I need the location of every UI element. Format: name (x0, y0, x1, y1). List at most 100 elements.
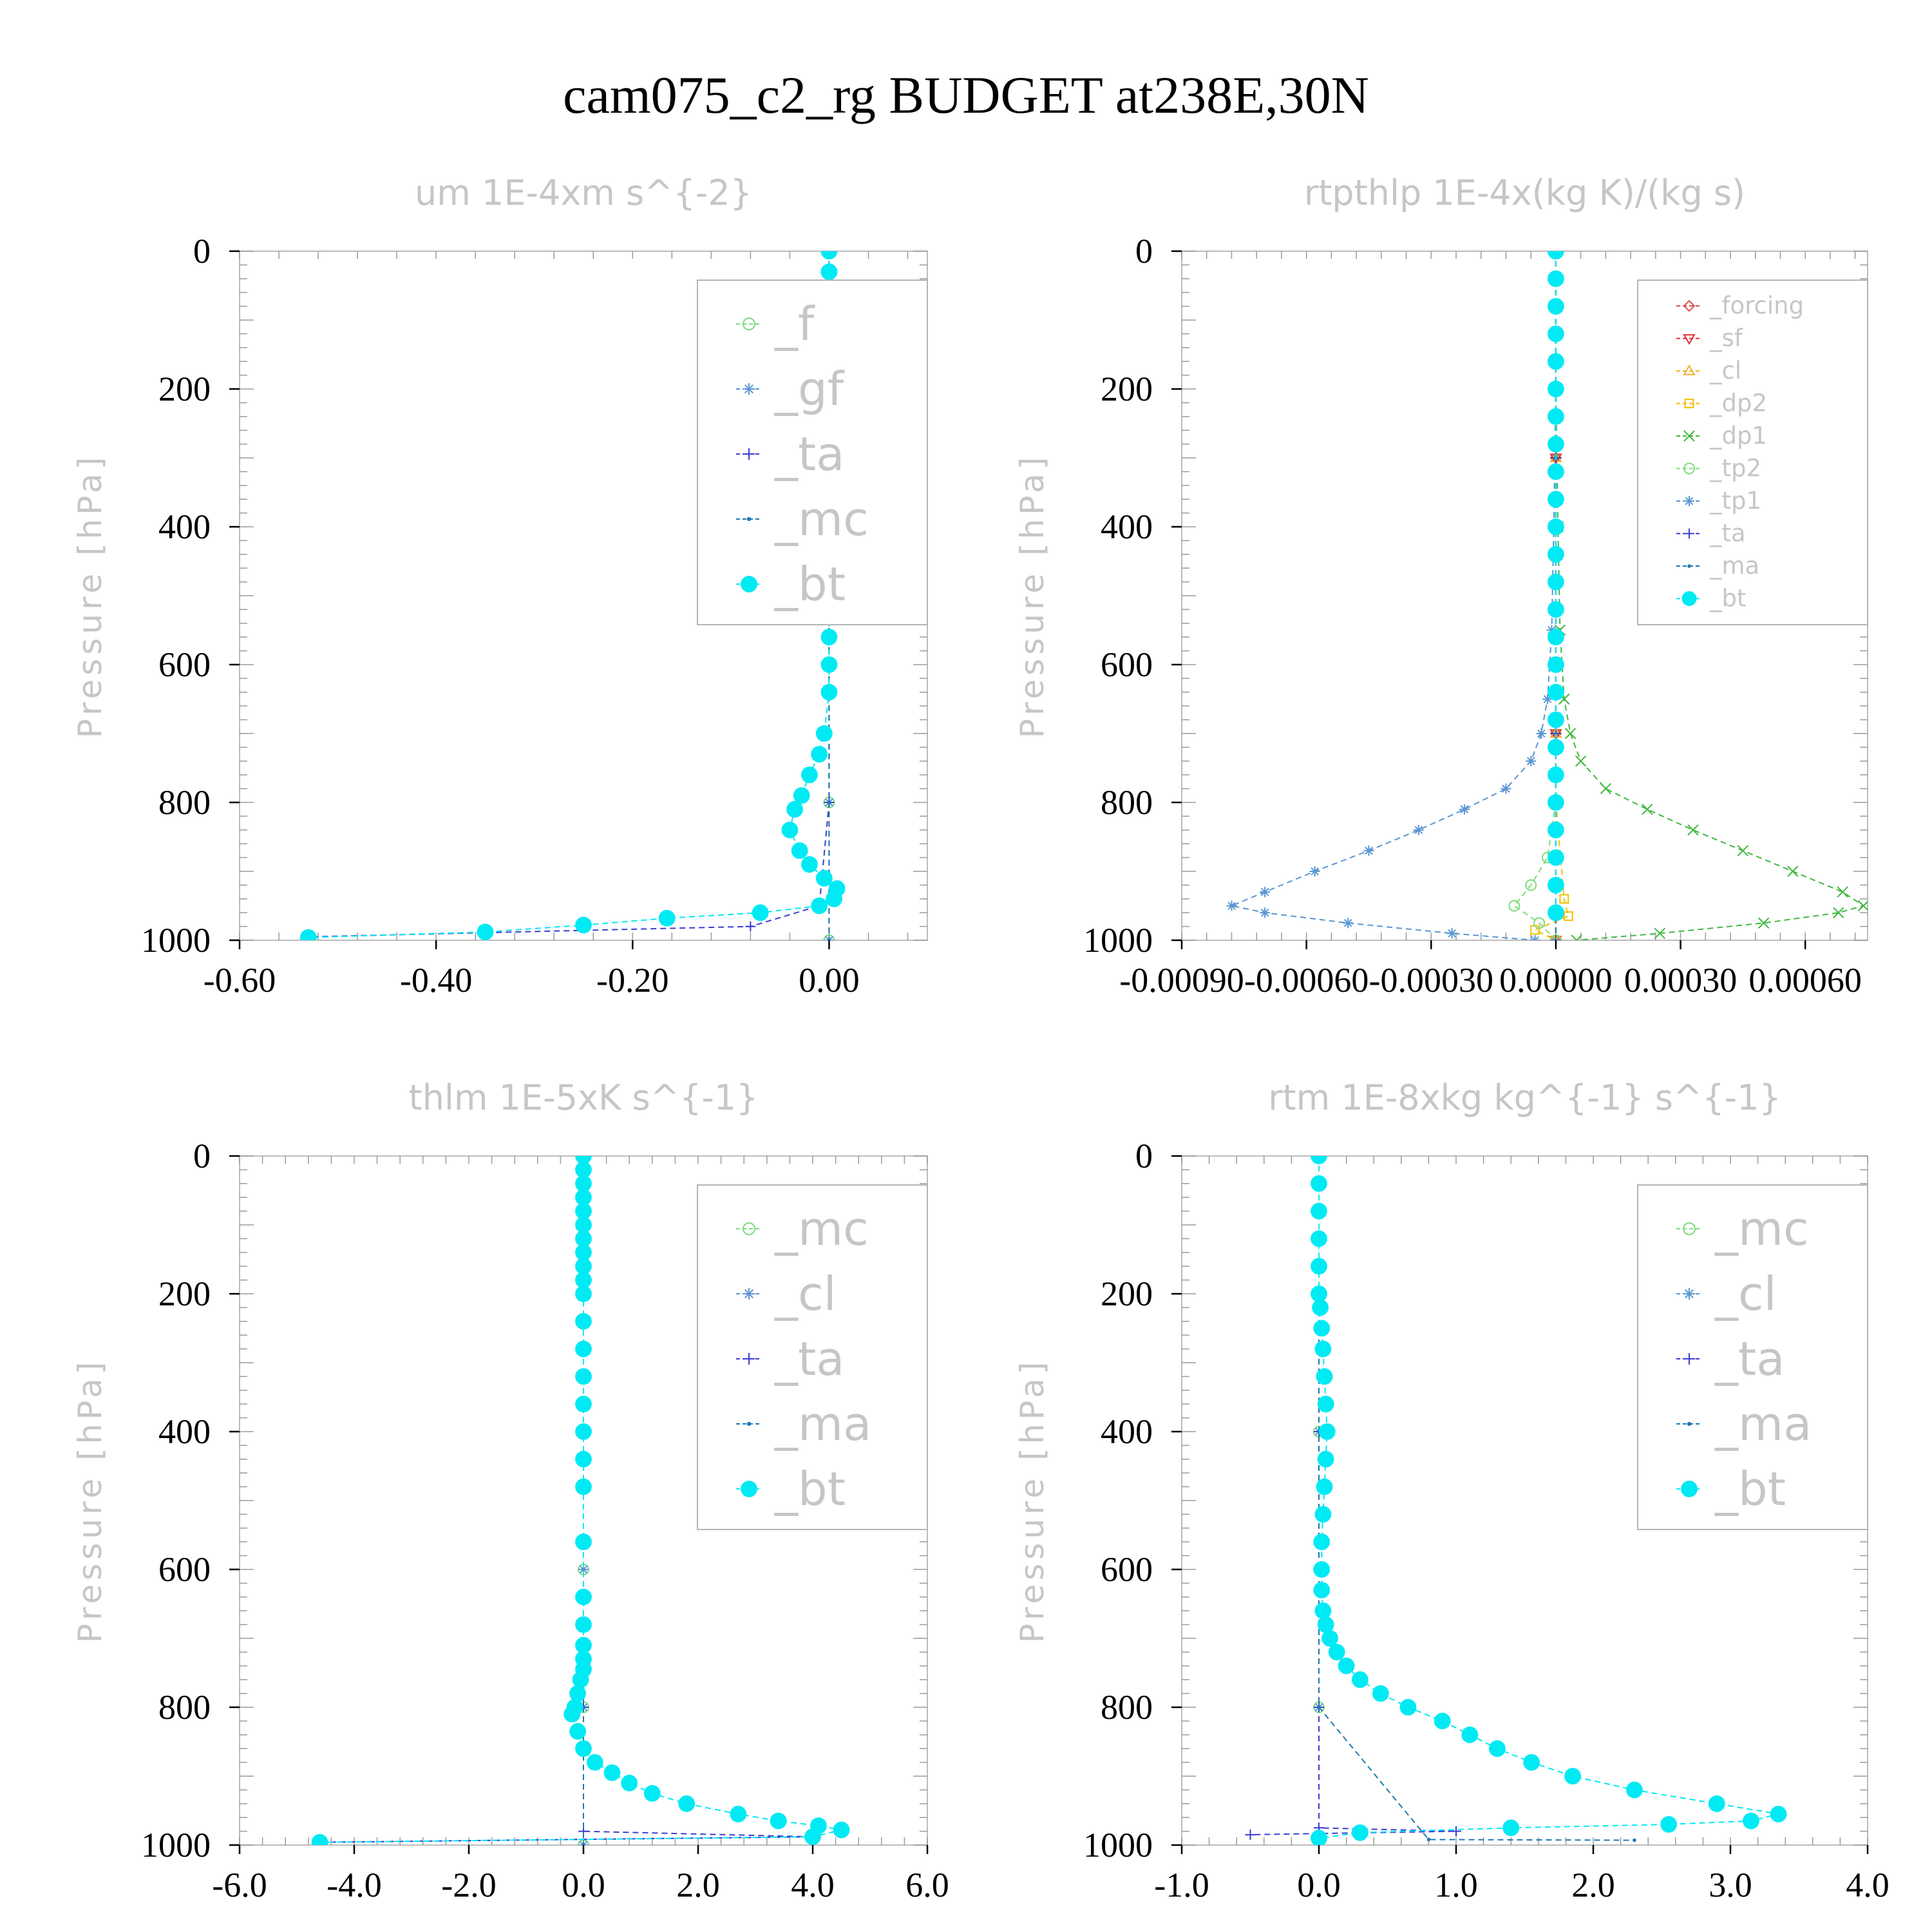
data-point (569, 1685, 586, 1702)
data-point (572, 1671, 589, 1689)
data-point (1311, 1202, 1327, 1220)
data-point (575, 1312, 592, 1330)
series-bt (311, 1156, 850, 1845)
data-point (1548, 463, 1564, 480)
y-tick-label: 600 (1101, 1550, 1153, 1589)
data-point (1413, 824, 1424, 835)
x-tick-label: 6.0 (905, 1866, 949, 1904)
data-point (1548, 325, 1564, 343)
y-tick-label: 0 (193, 1137, 211, 1175)
data-point (575, 1368, 592, 1385)
data-point (1352, 1824, 1368, 1841)
data-point (299, 929, 317, 940)
x-tick-label: 1.0 (1434, 1866, 1478, 1904)
data-point (603, 1764, 621, 1781)
data-point (820, 629, 838, 646)
legend-entry: _f (774, 297, 815, 351)
legend-entry: _sf (1709, 325, 1743, 352)
x-tick-label: 0.00000 (1499, 961, 1613, 999)
data-point (820, 656, 838, 673)
data-point (1548, 683, 1564, 701)
data-point (1548, 629, 1564, 646)
legend-entry: _ta (774, 427, 844, 481)
data-point (1548, 381, 1564, 397)
data-point (1548, 353, 1564, 370)
data-point (801, 856, 818, 873)
data-point (1687, 824, 1699, 836)
legend-marker (1683, 1288, 1695, 1300)
data-point (1461, 1726, 1479, 1743)
legend-marker (1687, 1421, 1692, 1426)
data-point (1548, 518, 1564, 535)
legend-entry: _dp2 (1709, 390, 1767, 417)
data-point (1317, 1616, 1334, 1633)
data-point (1571, 934, 1582, 940)
data-point (1309, 866, 1320, 876)
data-point (1548, 573, 1564, 591)
data-point (586, 1754, 603, 1771)
legend-marker (1681, 1481, 1698, 1497)
y-tick-label: 800 (158, 783, 211, 822)
y-tick-label: 1000 (141, 921, 211, 960)
data-point (1314, 1602, 1332, 1620)
legend-entry: _bt (774, 1462, 846, 1516)
legend-marker (743, 448, 755, 460)
data-point (1554, 938, 1558, 940)
series-bt (1548, 251, 1564, 922)
legend: _forcing _sf _cl _dp2 _dp1 _tp2 _tp1 _ta _ma _bt (1637, 279, 1868, 625)
y-tick-label: 400 (1101, 507, 1153, 546)
legend-entry: _mc (774, 1202, 869, 1256)
data-point (1363, 845, 1374, 856)
data-point (752, 904, 769, 922)
data-point (1489, 1740, 1506, 1757)
y-tick-label: 400 (158, 507, 211, 546)
data-point (1314, 1506, 1332, 1523)
data-point (793, 787, 810, 804)
data-point (1533, 917, 1546, 929)
legend-entry: _cl (1709, 357, 1741, 384)
data-point (1548, 491, 1564, 508)
series-line (1250, 1156, 1457, 1835)
y-tick-label: 0 (193, 232, 211, 270)
data-point (1451, 1826, 1461, 1837)
data-point (1548, 435, 1564, 453)
data-point (1548, 298, 1564, 315)
chart-panel-4: rtm 1E-8xkg kg^{-1} s^{-1} Pressure [hPa]… (1014, 1077, 1889, 1904)
panel-title: thlm 1E-5xK s^{-1} (409, 1077, 759, 1118)
data-point (1260, 907, 1271, 918)
y-axis-label: Pressure [hPa] (71, 453, 109, 739)
data-point (1321, 1630, 1338, 1647)
legend-entry: _bt (1714, 1462, 1786, 1516)
data-point (1575, 755, 1587, 767)
data-point (1757, 917, 1770, 929)
data-point (1548, 766, 1564, 784)
x-tick-label: 0.00030 (1624, 961, 1738, 999)
data-point (781, 821, 799, 838)
data-point (1548, 876, 1564, 894)
y-tick-label: 1000 (141, 1826, 211, 1864)
data-point (311, 1833, 328, 1845)
data-point (1317, 1705, 1321, 1709)
legend-marker (1684, 528, 1694, 539)
data-point (730, 1805, 747, 1823)
legend-marker (741, 1481, 757, 1497)
data-point (1600, 782, 1612, 795)
data-point (820, 251, 838, 260)
data-point (1633, 1838, 1636, 1842)
legend: _mc _cl _ta _ma _bt (1637, 1184, 1868, 1530)
series-group (311, 1156, 850, 1845)
data-point (1372, 1685, 1389, 1702)
data-point (1328, 1643, 1345, 1661)
data-point (826, 890, 842, 907)
x-tick-label: -0.00060 (1244, 961, 1368, 999)
data-point (1548, 408, 1564, 425)
y-tick-label: 800 (1101, 1688, 1153, 1727)
data-point (1314, 1340, 1332, 1358)
data-point (786, 800, 803, 818)
y-tick-label: 200 (1101, 370, 1153, 408)
data-point (820, 683, 838, 701)
legend-entry: _mc (1714, 1202, 1809, 1256)
figure-title: cam075_c2_rg BUDGET at238E,30N (563, 66, 1369, 124)
legend-entry: _ma (1714, 1397, 1812, 1451)
data-point (1548, 794, 1564, 811)
